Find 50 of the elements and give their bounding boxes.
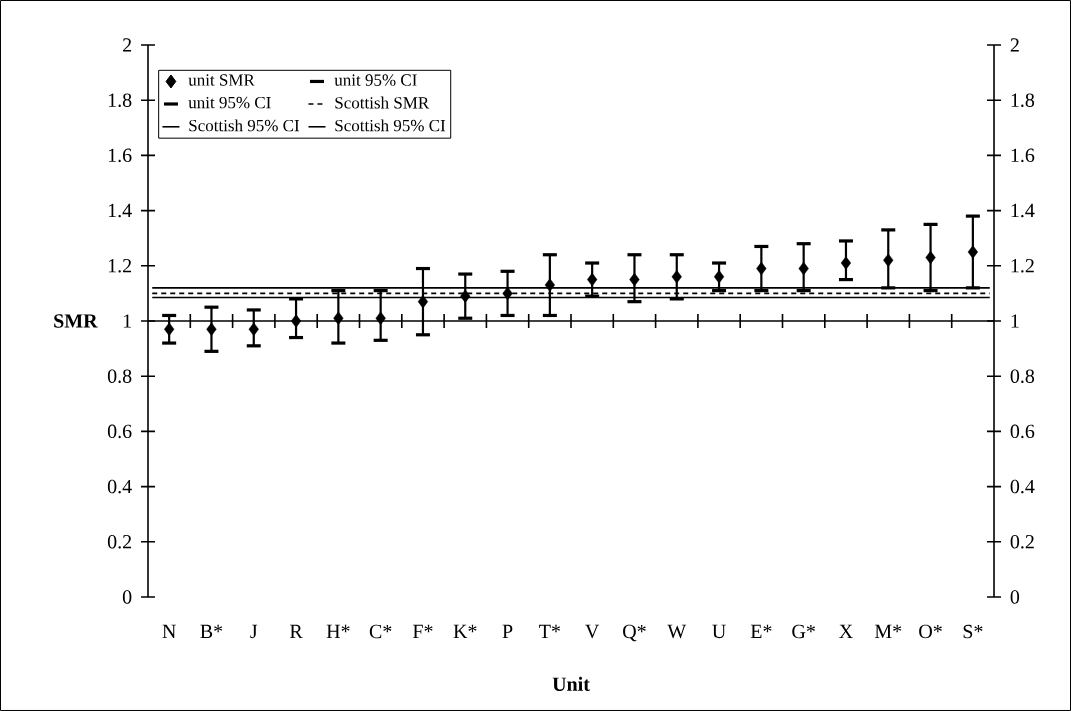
- y2-tick-label: 0.4: [1010, 479, 1035, 494]
- legend-label: unit SMR: [188, 74, 255, 86]
- y2-tick-label: 1.8: [1011, 93, 1035, 107]
- x-tick-label: C*: [369, 624, 392, 639]
- x-tick-label: W: [667, 624, 687, 639]
- y-tick-label: 0.2: [107, 535, 132, 549]
- y-tick-label: 1.2: [108, 259, 132, 273]
- x-tick-label: G*: [792, 624, 815, 639]
- x-tick-label: H*: [326, 624, 350, 638]
- annotation: unit 95% CI: [188, 96, 271, 109]
- y2-tick-label: 1.4: [1011, 203, 1035, 218]
- y2-tick-label: 0.8: [1010, 369, 1035, 383]
- x-tick-label: U: [712, 624, 726, 639]
- y2-tick-label: 1: [1011, 314, 1019, 328]
- y2-tick-label: 1.6: [1011, 148, 1035, 163]
- y-tick-label: 0: [122, 590, 132, 604]
- x-tick-label: F*: [412, 624, 433, 638]
- x-tick-label: N: [162, 624, 176, 638]
- y-tick-label: 1.4: [108, 203, 132, 218]
- x-tick-label: V: [585, 624, 600, 639]
- y2-tick-label: 1.2: [1011, 259, 1034, 273]
- x-tick-label: X: [839, 624, 853, 638]
- y-tick-label: 2: [123, 38, 132, 52]
- x-tick-label: K*: [453, 624, 477, 638]
- x-tick-label: Q*: [623, 624, 646, 642]
- y-axis-title: SMR: [54, 314, 98, 328]
- y2-tick-label: 2: [1010, 38, 1019, 52]
- y2-tick-label: 0.6: [1010, 424, 1035, 439]
- x-tick-label: B*: [200, 624, 223, 639]
- x-tick-label: O*: [919, 624, 942, 639]
- x-tick-label: P: [502, 624, 513, 638]
- x-tick-label: E*: [750, 624, 772, 638]
- legend-label: Scottish 95% CI: [189, 119, 300, 132]
- legend-label: Scottish SMR: [335, 96, 430, 109]
- annotation: unit 95% CI: [334, 74, 417, 86]
- legend-label: Scottish 95% CI: [335, 119, 446, 132]
- x-tick-label: J: [250, 624, 258, 639]
- y-tick-label: 1.6: [108, 148, 132, 163]
- x-tick-label: M*: [874, 624, 902, 638]
- x-axis-title: Unit: [552, 676, 590, 691]
- y-tick-label: 1.8: [108, 93, 132, 107]
- x-tick-label: S*: [963, 624, 983, 639]
- y-tick-label: 1: [123, 314, 131, 328]
- y2-tick-label: 0: [1010, 590, 1020, 604]
- x-tick-label: T*: [539, 624, 561, 638]
- y-tick-label: 0.8: [107, 369, 132, 383]
- y-tick-label: 0.4: [107, 479, 132, 494]
- y2-tick-label: 0.2: [1010, 535, 1034, 549]
- x-tick-label: R: [289, 624, 303, 638]
- y-tick-label: 0.6: [107, 424, 132, 439]
